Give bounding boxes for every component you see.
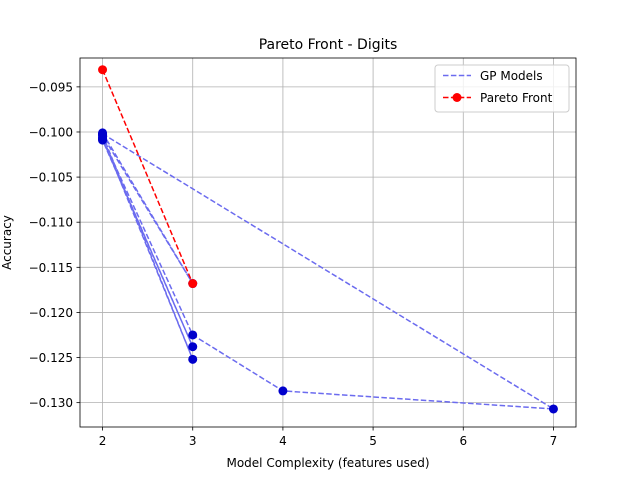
legend-gp-label: GP Models xyxy=(480,69,543,83)
legend: GP Models Pareto Front xyxy=(434,64,570,113)
plot-frame xyxy=(79,57,577,428)
gp-model-point xyxy=(278,386,288,396)
gp-model-line xyxy=(101,133,554,410)
gp-model-point xyxy=(98,131,108,141)
y-tick-label: −0.105 xyxy=(29,171,73,185)
pareto-front-point xyxy=(98,65,108,75)
y-tick-label: −0.095 xyxy=(29,80,73,94)
x-tick-label: 7 xyxy=(550,434,558,448)
x-tick-label: 4 xyxy=(279,434,287,448)
gp-model-point xyxy=(188,354,198,364)
gp-model-point xyxy=(548,404,558,414)
legend-pareto-marker xyxy=(452,93,462,102)
y-tick-label: −0.115 xyxy=(29,261,73,275)
x-tick-label: 5 xyxy=(369,434,377,448)
gp-lines xyxy=(101,132,554,410)
pareto-front-line xyxy=(101,69,194,284)
y-tick-label: −0.120 xyxy=(29,306,73,320)
chart-title: Pareto Front - Digits xyxy=(259,37,398,53)
legend-pareto-label: Pareto Front xyxy=(480,91,553,105)
y-tick-label: −0.125 xyxy=(29,351,73,365)
x-tick-label: 6 xyxy=(459,434,467,448)
y-tick-label: −0.130 xyxy=(29,396,73,410)
x-axis-label: Model Complexity (features used) xyxy=(226,456,429,470)
grid xyxy=(80,58,576,427)
y-tick-label: −0.100 xyxy=(29,125,73,139)
gp-model-point xyxy=(188,342,198,352)
x-tick-label: 3 xyxy=(189,434,197,448)
ticks: 2 3 4 5 6 7 −0.095 −0.100 −0.105 −0.110 −0.115 −0.1… xyxy=(29,80,558,448)
x-tick-label: 2 xyxy=(99,434,107,448)
gp-model-point xyxy=(188,330,198,340)
gp-model-line xyxy=(101,134,194,360)
y-tick-label: −0.110 xyxy=(29,216,73,230)
y-axis-label: Accuracy xyxy=(0,215,14,270)
pareto-front-point xyxy=(188,279,198,289)
gp-points xyxy=(98,128,558,414)
gp-model-line xyxy=(101,132,194,284)
pareto-layer xyxy=(98,65,198,289)
legend-box xyxy=(434,64,570,113)
